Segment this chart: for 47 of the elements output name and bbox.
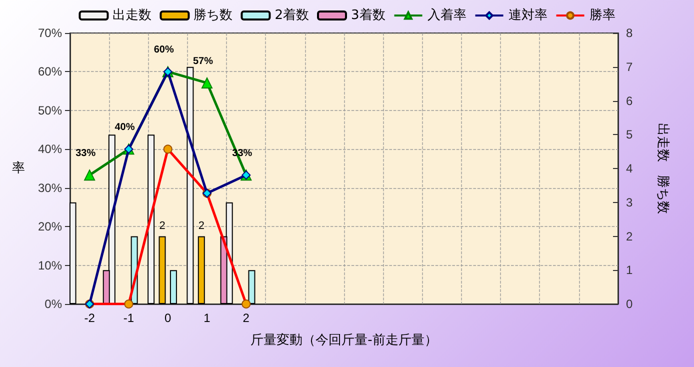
x-tick-label: -1 [123,311,134,325]
y-axis-title: 率 [12,160,25,176]
bar [186,66,194,304]
y-tick-label: 60% [38,64,62,79]
y-tick-label: 50% [38,103,62,118]
y2-axis-title: 出走数 勝ち数 [655,123,670,214]
bar [198,236,205,304]
y-tick-label: 30% [38,180,62,195]
data-label: 40% [114,122,135,134]
y2-tick-label: 5 [626,128,633,142]
bar [248,270,256,304]
bar [158,236,166,304]
legend-label: 連対率 [508,7,548,23]
data-label: 2 [198,220,204,232]
x-tick-label: 1 [204,311,211,325]
x-tick-label: 2 [242,311,250,325]
y-tick-label: 0% [44,297,62,311]
legend-label: 2着数 [274,7,310,23]
bar [148,134,155,304]
y2-tick-label: 7 [626,60,633,74]
legend-label: 勝率 [589,7,616,23]
x-axis-title: 斤量変動（今回斤量-前走斤量） [250,332,438,348]
y2-tick-label: 4 [626,162,633,176]
y2-tick-label: 1 [626,263,633,278]
x-tick-label: 0 [164,311,172,325]
point [202,77,212,88]
x-tick-label: -2 [84,311,96,325]
data-label: 57% [192,56,214,67]
y-tick-label: 20% [38,220,62,234]
y-tick-label: 10% [38,258,62,272]
y2-tick-label: 2 [626,229,633,244]
legend-label: 入着率 [427,7,466,23]
data-label: 60% [154,44,174,56]
legend-label: 出走数 [112,8,152,23]
y-tick-label: 70% [38,26,62,40]
y2-tick-label: 0 [626,297,633,311]
legend-label: 3着数 [351,7,386,23]
data-label: 33% [76,148,96,160]
legend-label: 勝ち数 [194,8,233,23]
point [84,170,96,181]
bar [170,270,177,304]
y2-tick-label: 6 [626,94,633,108]
y2-tick-label: 3 [626,195,633,210]
y-tick-label: 40% [38,142,62,156]
y2-tick-label: 8 [626,26,633,40]
data-label: 2 [159,220,166,232]
bar [70,202,76,304]
